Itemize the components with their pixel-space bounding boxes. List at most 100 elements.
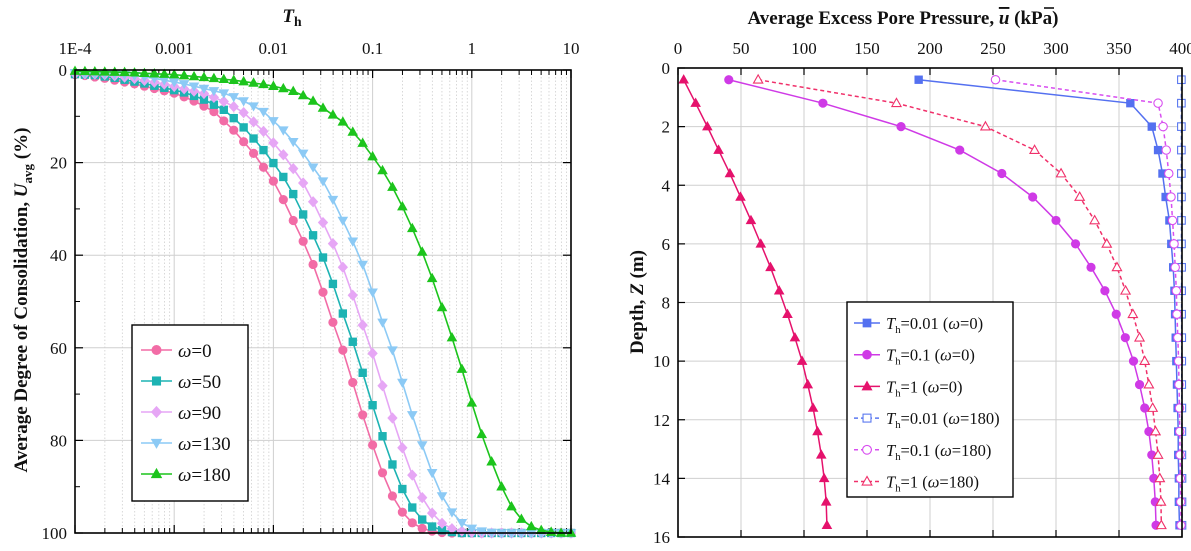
legend-marker: [861, 475, 873, 486]
legend-label: ω=180: [178, 465, 231, 486]
data-point: [248, 116, 259, 128]
data-point: [418, 515, 427, 524]
legend-item: ω=0: [141, 341, 212, 362]
data-point: [678, 74, 689, 84]
data-point: [416, 246, 428, 256]
data-point: [1139, 355, 1151, 366]
data-point: [407, 469, 418, 481]
y-tick-label: 8: [662, 294, 671, 313]
x-tick-label: 10: [563, 39, 580, 58]
data-point: [188, 82, 200, 92]
x-tick-label: 200: [917, 39, 943, 58]
data-point: [337, 116, 349, 126]
data-point: [1089, 214, 1101, 225]
data-point: [752, 73, 764, 84]
x-tick-label: 1: [468, 39, 477, 58]
data-point: [307, 95, 319, 105]
data-point: [168, 68, 180, 79]
data-point: [378, 432, 387, 441]
data-point: [377, 468, 388, 478]
data-point: [178, 69, 190, 80]
data-point: [268, 137, 279, 149]
data-point: [436, 517, 448, 529]
legend-label: Th=0.1 (ω=180): [886, 441, 991, 463]
data-point: [724, 75, 734, 85]
y-tick-label: 4: [662, 176, 671, 195]
data-point: [307, 163, 319, 173]
data-point: [1028, 192, 1038, 202]
data-point: [1086, 262, 1096, 272]
plot-frame: [677, 67, 1183, 538]
data-point: [289, 189, 298, 199]
x-tick-label: 150: [854, 39, 880, 58]
data-point: [417, 491, 428, 504]
data-point: [89, 65, 101, 76]
data-point: [417, 523, 427, 533]
legend-marker: [150, 438, 163, 449]
data-point: [318, 253, 328, 262]
data-point: [914, 75, 923, 84]
data-point: [248, 148, 259, 158]
data-point: [1171, 286, 1182, 296]
data-point: [357, 137, 368, 147]
x-tick-label: 0: [674, 39, 683, 58]
x-tick-label: 0.1: [362, 39, 383, 58]
legend-label: Th=1 (ω=0): [886, 377, 962, 399]
data-point: [239, 123, 248, 132]
x-tick-label: 250: [980, 39, 1006, 58]
legend-item: ω=50: [141, 372, 221, 393]
data-point: [1127, 308, 1139, 319]
data-point: [259, 145, 268, 155]
data-point: [1152, 448, 1164, 459]
data-point: [997, 168, 1007, 179]
data-point: [1149, 425, 1162, 436]
data-point: [1070, 239, 1081, 249]
data-point: [248, 102, 259, 112]
data-point: [796, 355, 808, 365]
data-point: [348, 377, 358, 388]
data-point: [1111, 309, 1121, 319]
y-tick-label: 2: [662, 118, 671, 137]
data-point: [990, 74, 1001, 85]
data-point: [1147, 122, 1156, 131]
data-point: [229, 125, 239, 135]
data-point: [1176, 520, 1186, 531]
data-point: [397, 442, 408, 454]
legend-marker: [862, 413, 872, 423]
data-point: [1158, 121, 1168, 132]
data-point: [1111, 261, 1123, 272]
y-tick-label: 14: [653, 469, 671, 488]
data-point: [347, 237, 359, 247]
data-point: [456, 363, 468, 373]
legend-item: Th=1 (ω=0): [854, 377, 962, 399]
x-tick-label: 100: [791, 39, 817, 58]
data-point: [1029, 144, 1041, 154]
data-point: [308, 231, 318, 240]
data-point: [218, 73, 230, 84]
y-tick-label: 16: [653, 528, 670, 547]
data-point: [526, 520, 537, 531]
data-point: [258, 125, 269, 137]
data-point: [807, 402, 819, 412]
data-point: [821, 519, 833, 530]
data-point: [288, 162, 299, 175]
legend-marker: [862, 349, 872, 360]
data-point: [268, 117, 279, 127]
data-point: [397, 378, 408, 388]
y-axis-title: Depth, Z (m): [627, 250, 648, 354]
y-tick-label: 12: [653, 411, 670, 430]
data-point: [466, 397, 478, 407]
series-2: [678, 74, 833, 530]
data-point: [436, 492, 448, 502]
data-point: [426, 272, 438, 283]
data-point: [357, 319, 368, 331]
legend-marker: [862, 318, 872, 328]
data-point: [702, 120, 713, 131]
data-point: [397, 200, 408, 211]
data-point: [317, 102, 329, 112]
data-point: [1169, 239, 1179, 249]
data-point: [1153, 98, 1163, 108]
data-point: [476, 428, 488, 439]
data-point: [367, 347, 378, 359]
